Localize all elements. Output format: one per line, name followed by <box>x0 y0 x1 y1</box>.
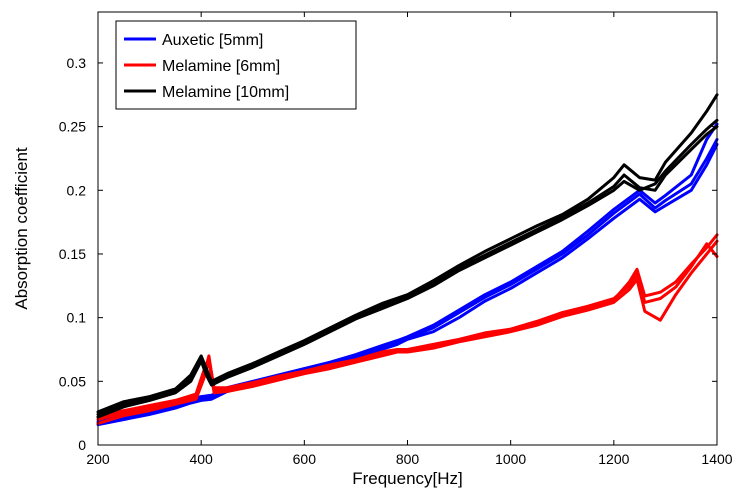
series-line-auxetic-5mm-3 <box>96 142 719 427</box>
series-line-auxetic-5mm-2 <box>96 122 719 421</box>
y-tick-label: 0.25 <box>59 119 86 135</box>
x-tick-label: 200 <box>86 451 110 467</box>
y-tick-label: 0.2 <box>67 182 87 198</box>
x-tick-label: 1400 <box>701 451 732 467</box>
series-line-melamine-10mm-1 <box>96 93 719 414</box>
series-layer <box>96 93 719 427</box>
x-tick-label: 600 <box>293 451 317 467</box>
y-tick-label: 0.1 <box>67 310 87 326</box>
y-tick-label: 0.3 <box>67 55 87 71</box>
legend-label-auxetic-5mm: Auxetic [5mm] <box>162 32 263 49</box>
legend: Auxetic [5mm] Melamine [6mm] Melamine [1… <box>115 20 357 110</box>
x-tick-label: 1200 <box>598 451 629 467</box>
legend-label-melamine-6mm: Melamine [6mm] <box>162 58 280 75</box>
y-axis-ticks: 0 0.05 0.1 0.15 0.2 0.25 0.3 <box>59 55 717 453</box>
y-tick-label: 0.15 <box>59 246 86 262</box>
x-tick-label: 1000 <box>495 451 526 467</box>
x-axis-title: Frequency[Hz] <box>352 469 463 488</box>
x-axis-ticks: 200 400 600 800 1000 1200 1400 <box>86 12 733 467</box>
y-tick-label: 0.05 <box>59 373 86 389</box>
x-tick-label: 400 <box>189 451 213 467</box>
x-tick-label: 800 <box>396 451 420 467</box>
series-line-melamine-10mm-3 <box>96 125 719 416</box>
y-tick-label: 0 <box>78 437 86 453</box>
y-axis-title: Absorption coefficient <box>12 147 31 310</box>
legend-label-melamine-10mm: Melamine [10mm] <box>162 84 289 101</box>
